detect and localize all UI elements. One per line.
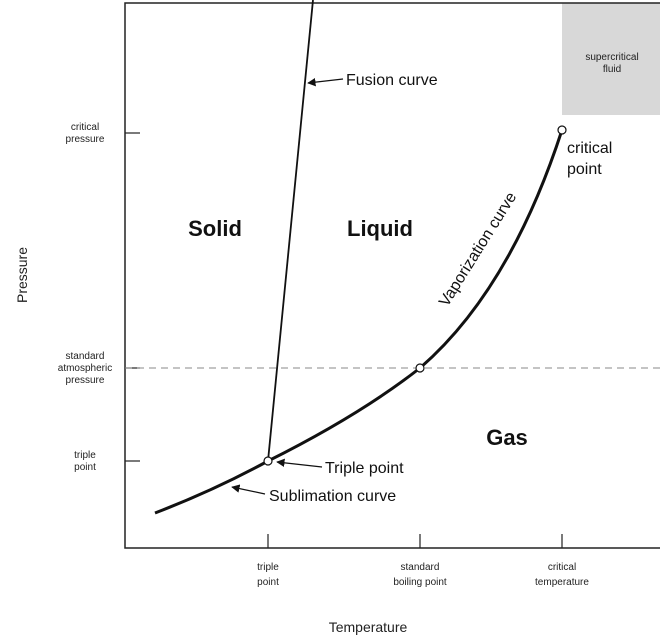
y-tick-label: critical: [71, 122, 99, 133]
sublimation-label: Sublimation curve: [269, 488, 396, 505]
x-tick-label: triple: [257, 562, 279, 573]
arrows: [231, 77, 344, 495]
x-tick-label: critical: [548, 562, 576, 573]
vaporization-label: Vaporization curve: [436, 189, 520, 309]
y-tick-label: standard: [66, 351, 105, 362]
y-tick-label: pressure: [66, 375, 105, 386]
x-tick-label: point: [257, 577, 279, 588]
triple-point-label: Triple point: [325, 460, 404, 477]
plot-frame: [124, 2, 660, 549]
y-tick-label: pressure: [66, 134, 105, 145]
y-axis-label: Pressure: [14, 247, 30, 303]
critical-point-label: point: [567, 161, 602, 178]
critical-point-label: critical: [567, 140, 612, 157]
x-tick-label: standard: [401, 562, 440, 573]
x-tick-label: boiling point: [393, 577, 447, 588]
y-tick-label: point: [74, 462, 96, 473]
solid-label: Solid: [188, 216, 242, 241]
points: [263, 125, 567, 466]
y-tick-label: atmospheric: [58, 363, 112, 374]
gas-label: Gas: [486, 425, 528, 450]
vaporization-curve: [154, 129, 564, 515]
y-tick-label: triple: [74, 450, 96, 461]
liquid-label: Liquid: [347, 216, 413, 241]
ticks: [125, 132, 563, 548]
x-axis-label: Temperature: [329, 619, 408, 635]
x-tick-label: temperature: [535, 577, 589, 588]
fusion-curve: [267, 0, 314, 462]
supercritical-region: [562, 3, 660, 115]
fusion-label: Fusion curve: [346, 72, 438, 89]
supercritical-label: fluid: [603, 64, 621, 75]
supercritical-label: supercritical: [585, 52, 638, 63]
